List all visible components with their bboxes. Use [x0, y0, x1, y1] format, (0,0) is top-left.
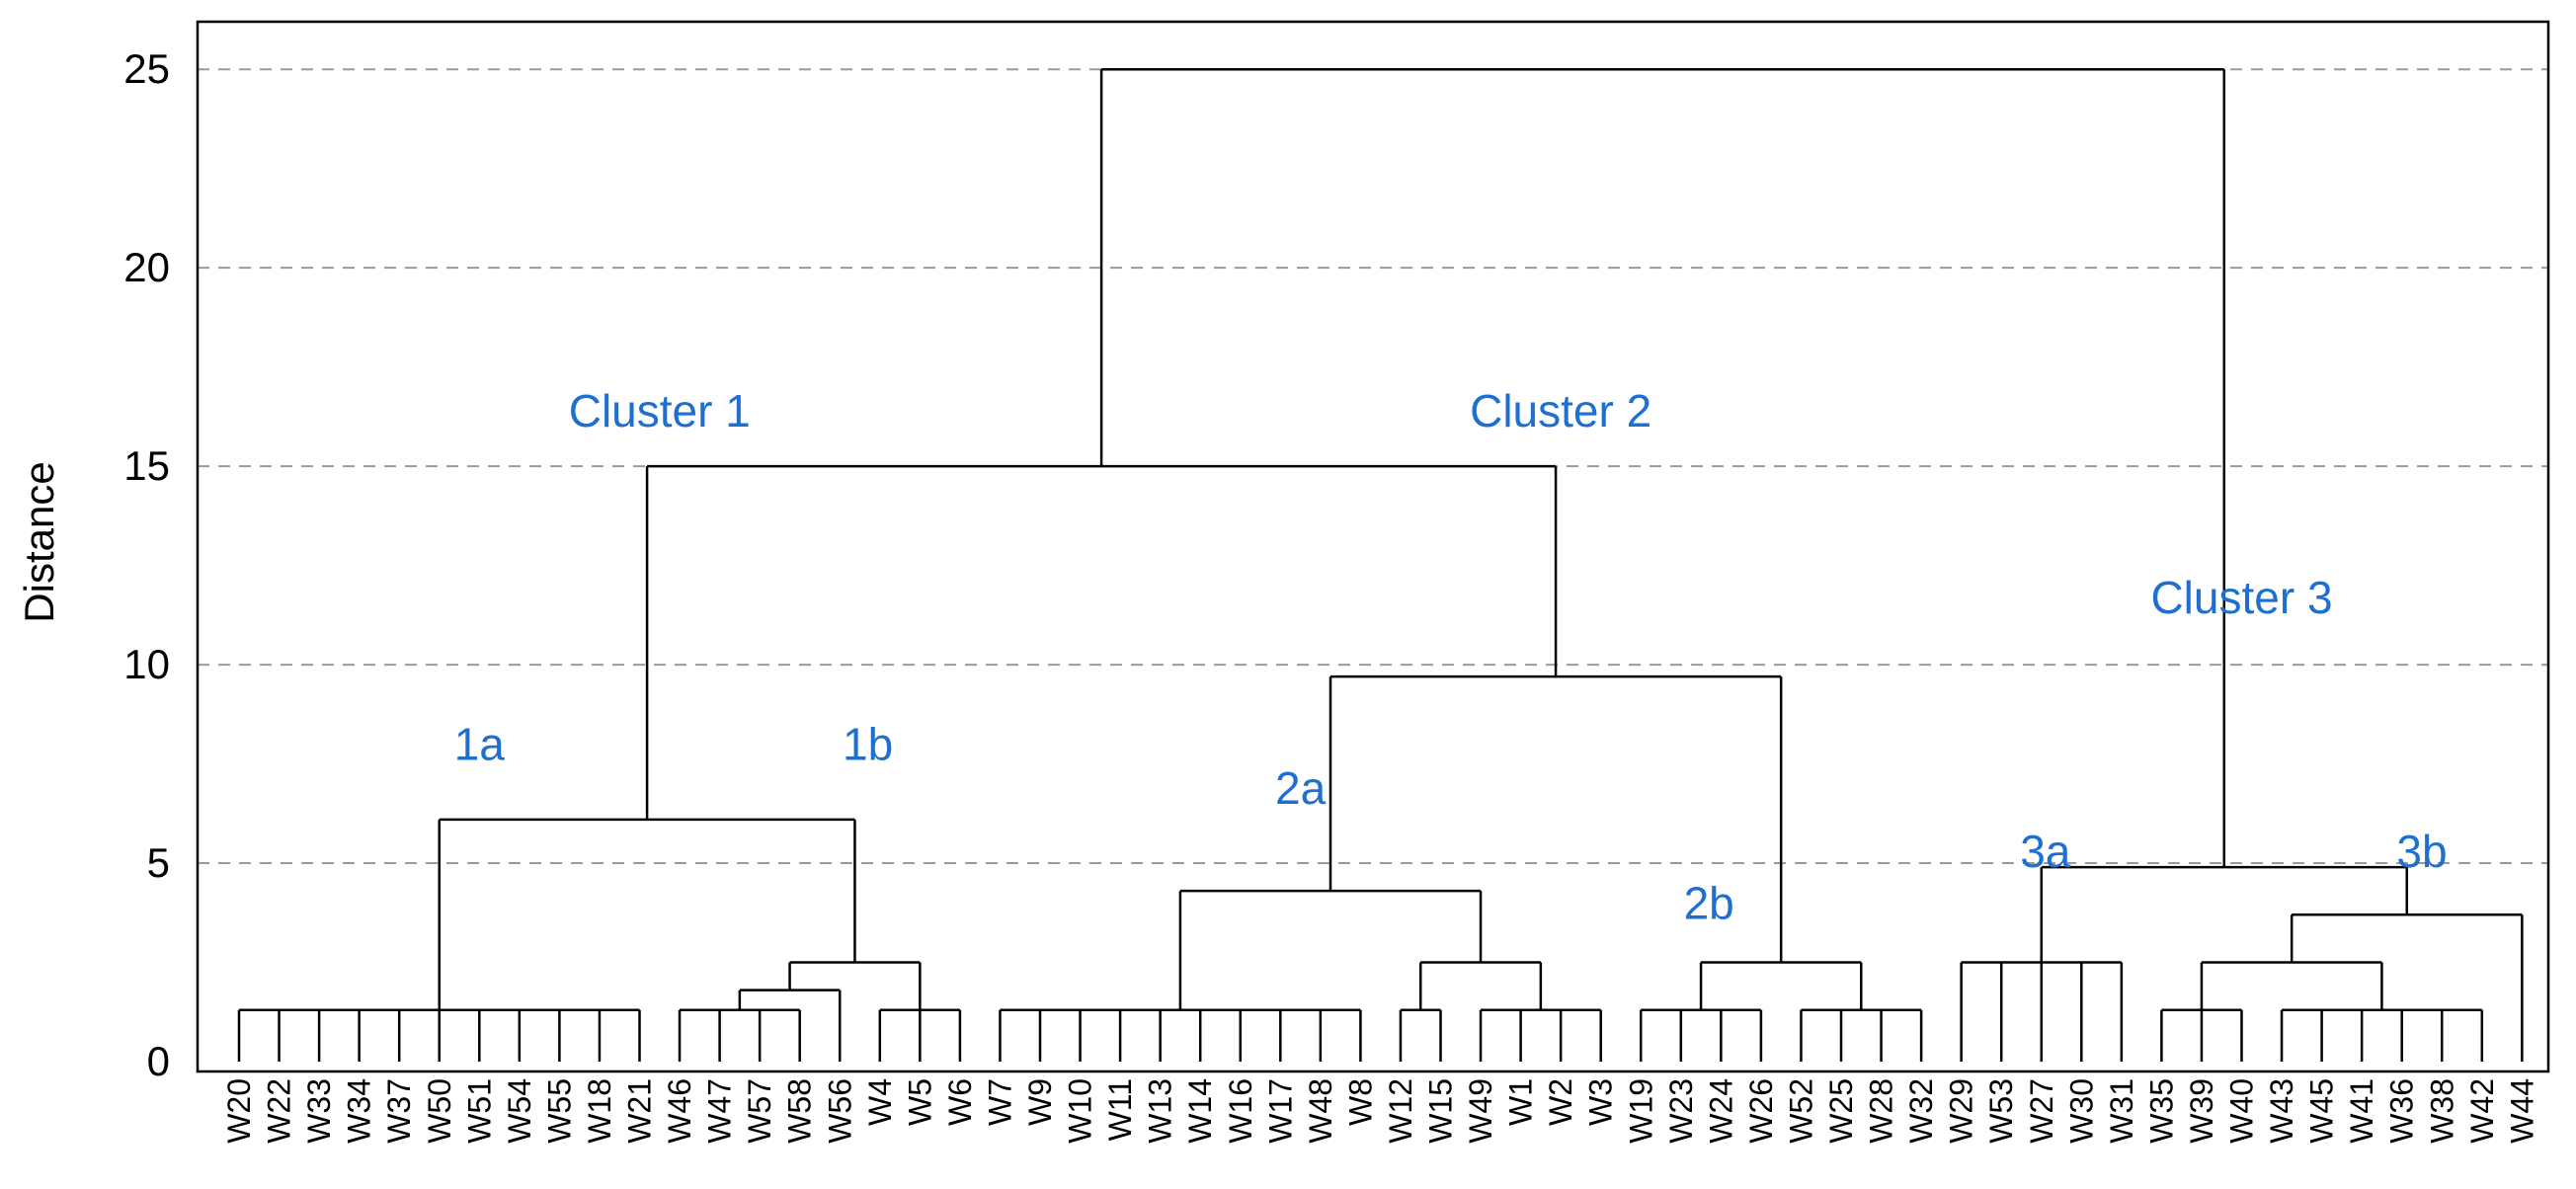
cluster-annotation: 1b [843, 719, 893, 770]
leaf-label: W29 [1944, 1078, 1979, 1144]
cluster-annotation: 1a [454, 719, 506, 770]
leaf-label: W38 [2424, 1078, 2459, 1144]
leaf-label: W40 [2224, 1078, 2260, 1144]
leaf-label: W37 [381, 1078, 417, 1144]
leaf-label: W2 [1543, 1078, 1578, 1126]
cluster-annotation: Cluster 3 [2150, 572, 2332, 623]
leaf-label: W49 [1463, 1078, 1498, 1144]
leaf-label: W54 [502, 1078, 537, 1144]
leaf-label: W19 [1623, 1078, 1658, 1144]
leaf-label: W3 [1583, 1078, 1619, 1126]
y-tick-label: 25 [123, 45, 170, 92]
leaf-label: W25 [1823, 1078, 1859, 1144]
cluster-annotation: Cluster 2 [1470, 385, 1651, 436]
leaf-label: W9 [1022, 1078, 1058, 1126]
leaf-labels: W20 W22 W33 W34 W37 W50 W51 W54 W55 W18 W21 W46 W47 W… [221, 1078, 2539, 1144]
cluster-annotations: Cluster 1 Cluster 2 Cluster 3 1a 1b 2a 2b 3a 3b [454, 385, 2448, 928]
plot-frame [196, 20, 2550, 1073]
leaf-label: W57 [742, 1078, 777, 1144]
leaf-label: W50 [422, 1078, 457, 1144]
leaf-label: W28 [1864, 1078, 1899, 1144]
leaf-label: W21 [622, 1078, 658, 1144]
leaf-label: W12 [1383, 1078, 1418, 1144]
dendrogram-links [237, 67, 2524, 1062]
leaf-label: W22 [262, 1078, 297, 1144]
leaf-label: W48 [1303, 1078, 1338, 1144]
cluster-annotation: 2a [1275, 762, 1327, 814]
y-axis-ticks: 0 5 10 15 20 25 [123, 45, 170, 1084]
y-tick-label: 5 [147, 839, 170, 886]
leaf-label: W43 [2264, 1078, 2299, 1144]
leaf-label: W16 [1223, 1078, 1258, 1144]
leaf-label: W35 [2143, 1078, 2179, 1144]
leaf-label: W1 [1503, 1078, 1539, 1126]
leaf-label: W44 [2504, 1078, 2539, 1144]
leaf-label: W11 [1102, 1078, 1138, 1141]
cluster-annotation: 2b [1684, 877, 1734, 928]
leaf-label: W10 [1063, 1078, 1098, 1144]
leaf-label: W30 [2063, 1078, 2099, 1144]
leaf-label: W24 [1703, 1078, 1738, 1144]
leaf-label: W4 [862, 1078, 898, 1126]
cluster-annotation: 3b [2396, 826, 2447, 877]
leaf-label: W45 [2304, 1078, 2340, 1144]
leaf-label: W55 [541, 1078, 577, 1144]
leaf-label: W14 [1182, 1078, 1218, 1144]
leaf-label: W26 [1743, 1078, 1779, 1144]
leaf-label: W32 [1903, 1078, 1939, 1144]
leaf-label: W6 [942, 1078, 978, 1126]
leaf-label: W34 [342, 1078, 377, 1144]
leaf-label: W31 [2104, 1078, 2139, 1144]
leaf-label: W56 [822, 1078, 857, 1144]
leaf-label: W58 [782, 1078, 818, 1144]
leaf-label: W39 [2184, 1078, 2219, 1144]
leaf-label: W18 [582, 1078, 617, 1144]
leaf-label: W15 [1423, 1078, 1459, 1144]
leaf-label: W17 [1262, 1078, 1298, 1144]
leaf-label: W53 [1983, 1078, 2019, 1144]
y-tick-label: 15 [123, 442, 170, 489]
y-axis-title: Distance [16, 461, 62, 622]
cluster-annotation: 3a [2020, 826, 2071, 877]
leaf-label: W5 [902, 1078, 937, 1126]
leaf-label: W27 [2024, 1078, 2059, 1144]
leaf-label: W47 [702, 1078, 738, 1144]
leaf-label: W7 [982, 1078, 1017, 1126]
leaf-label: W33 [301, 1078, 337, 1144]
y-tick-label: 10 [123, 641, 170, 687]
y-tick-label: 0 [147, 1038, 170, 1084]
y-tick-label: 20 [123, 244, 170, 290]
leaf-label: W20 [221, 1078, 257, 1144]
leaf-label: W46 [662, 1078, 697, 1144]
cluster-annotation: Cluster 1 [569, 385, 751, 436]
leaf-label: W52 [1783, 1078, 1818, 1144]
leaf-label: W36 [2384, 1078, 2420, 1144]
leaf-label: W51 [461, 1078, 497, 1144]
leaf-label: W13 [1143, 1078, 1178, 1144]
leaf-label: W23 [1663, 1078, 1699, 1144]
leaf-label: W41 [2344, 1078, 2379, 1144]
leaf-label: W8 [1342, 1078, 1378, 1126]
leaf-label: W42 [2464, 1078, 2500, 1144]
